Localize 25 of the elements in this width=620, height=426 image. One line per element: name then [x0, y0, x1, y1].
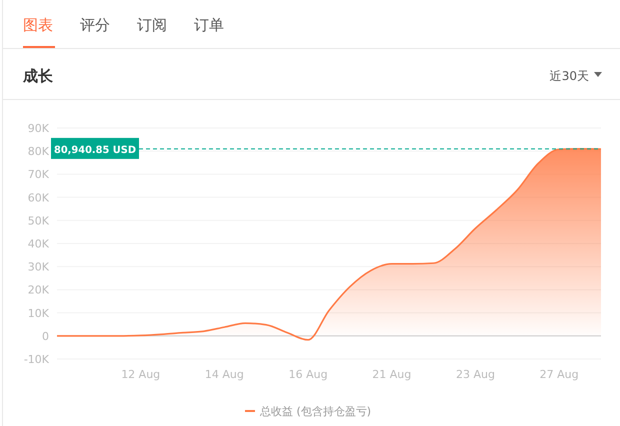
y-tick-label: 90K: [28, 122, 50, 135]
x-tick-label: 27 Aug: [540, 368, 579, 381]
y-tick-label: 10K: [28, 306, 50, 320]
y-tick-label: 20K: [28, 284, 50, 297]
y-tick-label: 30K: [28, 260, 50, 274]
y-tick-label: 0: [42, 330, 49, 343]
x-tick-label: 14 Aug: [204, 368, 244, 381]
text: 订单: [194, 16, 224, 34]
chart-title: 成长: [22, 67, 54, 85]
y-tick-label: 60K: [28, 191, 50, 204]
y-tick-label: 50K: [28, 214, 50, 228]
text: 订阅: [137, 16, 167, 34]
y-tick-label: 40K: [28, 238, 50, 250]
y-tick-label: -10K: [24, 353, 50, 366]
x-tick-label: 21 Aug: [372, 368, 412, 381]
ref-line-label: 80,940.85 USD: [54, 144, 138, 156]
text: 近30天: [550, 69, 589, 83]
x-tick-label: 23 Aug: [456, 368, 495, 381]
text: 图表: [23, 16, 53, 34]
legend-label: 总收益 (包含持仓盈亏): [259, 405, 372, 418]
x-tick-label: 16 Aug: [288, 368, 328, 381]
x-tick-label: 12 Aug: [121, 368, 160, 381]
y-tick-label: 80K: [28, 145, 50, 158]
text: 评分: [80, 16, 110, 34]
y-tick-label: 70K: [28, 168, 50, 182]
